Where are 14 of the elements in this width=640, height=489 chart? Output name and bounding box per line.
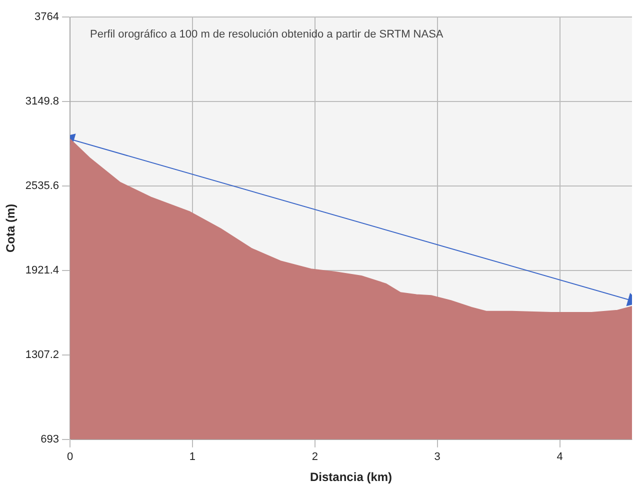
y-tick-label: 1307.2 <box>25 348 60 361</box>
y-tick-label: 2535.6 <box>25 180 60 192</box>
x-tick-label: 2 <box>312 451 318 464</box>
y-axis-title: Cota (m) <box>4 204 18 253</box>
y-tick-label: 3764 <box>34 11 60 24</box>
x-axis-title: Distancia (km) <box>310 470 392 484</box>
x-tick-label: 1 <box>189 451 196 464</box>
text: Perfil orográfico a 100 m de resolución obtenido a partir de SRTM NASA <box>90 28 444 41</box>
x-tick-label: 3 <box>434 451 440 464</box>
y-tick-label: 693 <box>40 433 60 446</box>
x-tick-label: 4 <box>556 451 563 464</box>
x-tick-label: 0 <box>66 451 74 464</box>
y-tick-label: 1921.4 <box>25 264 60 276</box>
y-tick-label: 3149.8 <box>25 96 60 108</box>
